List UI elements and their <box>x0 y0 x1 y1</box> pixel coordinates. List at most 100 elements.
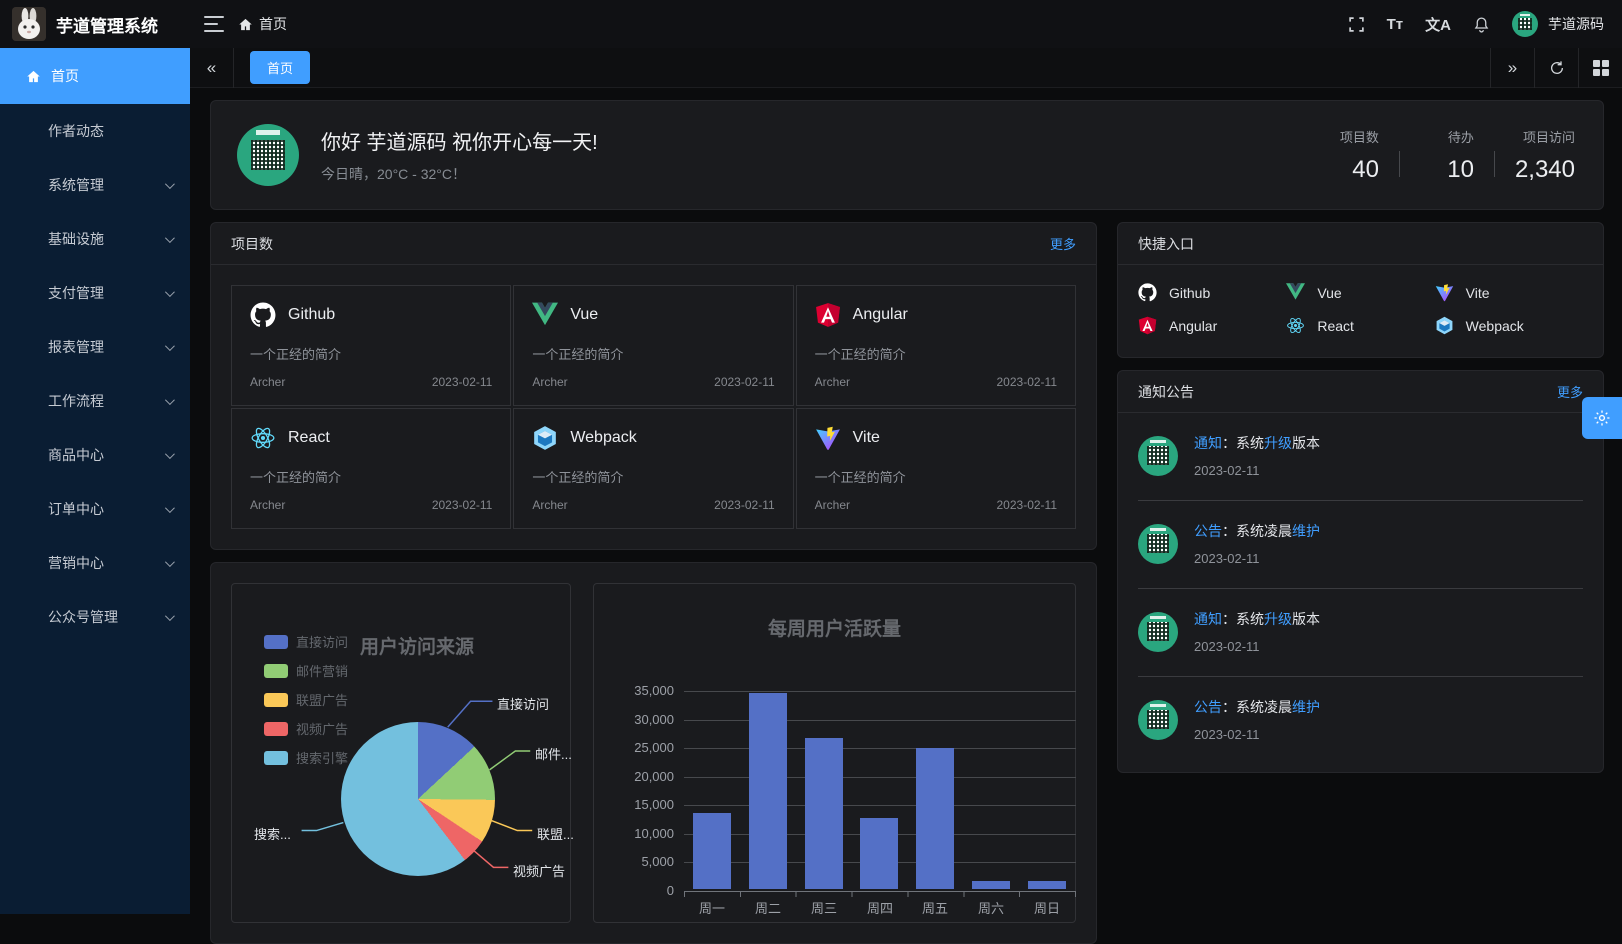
project-name: Github <box>288 306 335 324</box>
app-title: 芋道管理系统 <box>56 12 158 37</box>
project-desc: 一个正经的简介 <box>532 344 774 363</box>
notices-title: 通知公告 <box>1138 382 1194 402</box>
notice-date: 2023-02-11 <box>1194 463 1320 478</box>
breadcrumb[interactable]: 首页 <box>238 14 287 34</box>
layout-grid-icon[interactable] <box>1578 48 1622 88</box>
theme-settings-button[interactable] <box>1582 397 1622 439</box>
sidebar-item-system[interactable]: 系统管理 <box>0 158 190 212</box>
project-author: Archer <box>532 498 567 512</box>
notice-item[interactable]: 通知：系统升级版本 2023-02-11 <box>1138 413 1583 501</box>
greeting-title: 你好 芋道源码 祝你开心每一天! <box>321 126 598 155</box>
refresh-icon[interactable] <box>1534 48 1578 88</box>
projects-card: 项目数 更多 Github 一个正经的简介 Archer <box>210 222 1097 550</box>
font-size-icon[interactable]: Tт <box>1387 16 1404 33</box>
sidebar-item-wechat-mp[interactable]: 公众号管理 <box>0 590 190 644</box>
sidebar-item-product[interactable]: 商品中心 <box>0 428 190 482</box>
project-name: Angular <box>853 306 908 324</box>
project-card-angular[interactable]: Angular 一个正经的简介 Archer 2023-02-11 <box>796 285 1076 406</box>
logo-area[interactable]: 芋道管理系统 <box>0 7 190 41</box>
notice-item[interactable]: 通知：系统升级版本 2023-02-11 <box>1138 589 1583 677</box>
sidebar-item-order[interactable]: 订单中心 <box>0 482 190 536</box>
bar-sat[interactable] <box>972 881 1010 889</box>
project-author: Archer <box>532 375 567 389</box>
sidebar-item-infra[interactable]: 基础设施 <box>0 212 190 266</box>
angular-icon <box>815 302 841 328</box>
stat-label: 项目访问 <box>1515 127 1575 146</box>
project-card-vite[interactable]: Vite 一个正经的简介 Archer 2023-02-11 <box>796 408 1076 529</box>
notice-avatar <box>1138 524 1178 564</box>
github-icon <box>250 302 276 328</box>
sidebar-item-payment[interactable]: 支付管理 <box>0 266 190 320</box>
chevron-down-icon <box>165 179 175 189</box>
home-icon <box>26 69 41 84</box>
x-axis-label: 周六 <box>961 898 1021 917</box>
sidebar-item-author-news[interactable]: 作者动态 <box>0 104 190 158</box>
fullscreen-icon[interactable] <box>1348 16 1365 33</box>
pie-chart-user-source: 用户访问来源 直接访问 邮件营销 联盟广告 视频广告 搜索引擎 <box>231 583 571 923</box>
username[interactable]: 芋道源码 <box>1548 14 1604 34</box>
quick-link-webpack[interactable]: Webpack <box>1435 316 1583 335</box>
react-icon <box>250 425 276 451</box>
vue-icon <box>1286 283 1305 302</box>
locale-switch-icon[interactable]: 文A <box>1425 14 1451 35</box>
sidebar-collapse-icon[interactable] <box>204 16 224 32</box>
project-card-github[interactable]: Github 一个正经的简介 Archer 2023-02-11 <box>231 285 511 406</box>
quick-link-angular[interactable]: Angular <box>1138 316 1286 335</box>
tabs-scroll-left-button[interactable]: « <box>190 48 234 88</box>
project-desc: 一个正经的简介 <box>250 344 492 363</box>
sidebar: 首页 作者动态 系统管理 基础设施 支付管理 报表管理 工作流程 商品中心 订单… <box>0 48 190 914</box>
greeting-card: 你好 芋道源码 祝你开心每一天! 今日晴，20°C - 32°C！ 项目数 40… <box>210 100 1604 210</box>
quick-link-vue[interactable]: Vue <box>1286 283 1434 302</box>
project-card-react[interactable]: React 一个正经的简介 Archer 2023-02-11 <box>231 408 511 529</box>
notice-item[interactable]: 公告：系统凌晨维护 2023-02-11 <box>1138 501 1583 589</box>
sidebar-item-workflow[interactable]: 工作流程 <box>0 374 190 428</box>
y-axis-tick: 15,000 <box>594 797 674 812</box>
bar-fri[interactable] <box>916 748 954 889</box>
react-icon <box>1286 316 1305 335</box>
y-axis-tick: 20,000 <box>594 769 674 784</box>
bar-mon[interactable] <box>693 813 731 889</box>
project-desc: 一个正经的简介 <box>815 467 1057 486</box>
greeting-subtitle: 今日晴，20°C - 32°C！ <box>321 164 598 184</box>
bar-tue[interactable] <box>749 693 787 889</box>
bar-sun[interactable] <box>1028 881 1066 889</box>
project-date: 2023-02-11 <box>714 498 775 512</box>
project-date: 2023-02-11 <box>714 375 775 389</box>
notice-avatar <box>1138 612 1178 652</box>
tabs-scroll-right-button[interactable]: » <box>1490 48 1534 88</box>
x-axis-label: 周二 <box>738 898 798 917</box>
tab-home[interactable]: 首页 <box>250 51 310 84</box>
project-desc: 一个正经的简介 <box>815 344 1057 363</box>
sidebar-item-marketing[interactable]: 营销中心 <box>0 536 190 590</box>
notices-card: 通知公告 更多 通知：系统升级版本 2023-02-11 <box>1117 370 1604 773</box>
x-axis-label: 周一 <box>682 898 742 917</box>
vite-icon <box>1435 283 1454 302</box>
project-author: Archer <box>815 498 850 512</box>
user-avatar[interactable] <box>1512 11 1538 37</box>
sidebar-item-report[interactable]: 报表管理 <box>0 320 190 374</box>
project-card-vue[interactable]: Vue 一个正经的简介 Archer 2023-02-11 <box>513 285 793 406</box>
project-name: Vite <box>853 429 880 447</box>
quick-entry-card: 快捷入口 Github Vue <box>1117 222 1604 358</box>
quick-link-github[interactable]: Github <box>1138 283 1286 302</box>
angular-icon <box>1138 316 1157 335</box>
projects-more-link[interactable]: 更多 <box>1050 234 1076 253</box>
greeting-avatar <box>237 124 299 186</box>
notification-bell-icon[interactable] <box>1473 16 1490 33</box>
notices-more-link[interactable]: 更多 <box>1557 382 1583 401</box>
project-author: Archer <box>250 498 285 512</box>
charts-card: 用户访问来源 直接访问 邮件营销 联盟广告 视频广告 搜索引擎 <box>210 562 1097 944</box>
chevron-down-icon <box>165 395 175 405</box>
notice-item[interactable]: 公告：系统凌晨维护 2023-02-11 <box>1138 677 1583 772</box>
bar-wed[interactable] <box>805 738 843 889</box>
quick-link-vite[interactable]: Vite <box>1435 283 1583 302</box>
sidebar-item-home[interactable]: 首页 <box>0 48 190 104</box>
y-axis-tick: 30,000 <box>594 712 674 727</box>
quick-link-react[interactable]: React <box>1286 316 1434 335</box>
project-card-webpack[interactable]: Webpack 一个正经的简介 Archer 2023-02-11 <box>513 408 793 529</box>
x-axis-label: 周五 <box>905 898 965 917</box>
notice-date: 2023-02-11 <box>1194 551 1320 566</box>
stat-value: 40 <box>1325 156 1379 184</box>
bar-thu[interactable] <box>860 818 898 889</box>
chevron-down-icon <box>165 233 175 243</box>
